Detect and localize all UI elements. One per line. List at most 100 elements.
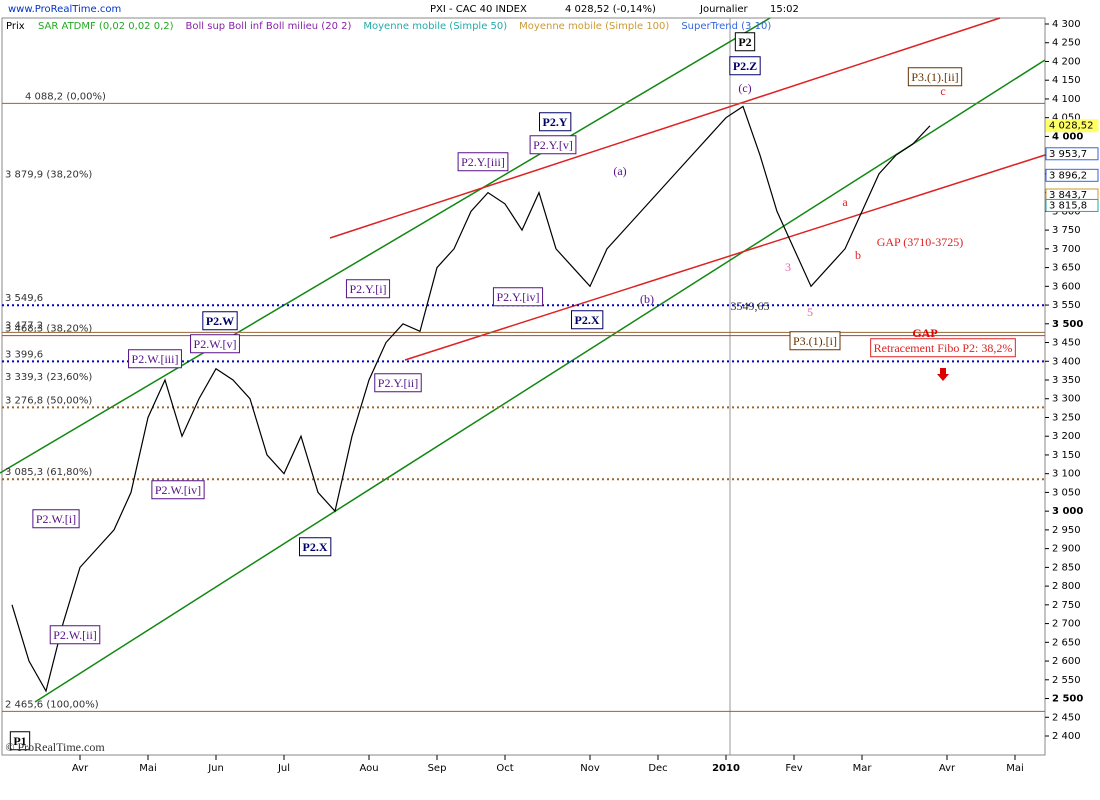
annotation: (b) bbox=[640, 292, 654, 306]
level-label: 2 465,6 (100,00%) bbox=[5, 699, 99, 710]
price-marker-label: 4 028,52 bbox=[1049, 121, 1094, 132]
annotation-box bbox=[202, 311, 238, 331]
annotation: c bbox=[940, 84, 945, 98]
trend-line bbox=[329, 17, 1001, 239]
annotation: © ProRealTime.com bbox=[5, 740, 105, 754]
y-tick-label: 2 750 bbox=[1052, 600, 1081, 611]
annotation-box bbox=[49, 625, 101, 645]
x-tick-label: Avr bbox=[939, 763, 956, 774]
annotation: P2.X bbox=[575, 313, 600, 327]
y-tick-label: 4 000 bbox=[1052, 131, 1083, 142]
site: www.ProRealTime.com bbox=[8, 4, 121, 15]
level-label: 3 085,3 (61,80%) bbox=[5, 467, 92, 478]
y-tick-label: 4 150 bbox=[1052, 75, 1081, 86]
price-marker bbox=[1045, 168, 1099, 182]
level-label: 4 088,2 (0,00%) bbox=[25, 91, 106, 102]
annotation: b bbox=[855, 248, 861, 262]
annotation: P2 bbox=[738, 35, 751, 49]
annotation: P1 bbox=[13, 734, 26, 748]
y-tick-label: 2 950 bbox=[1052, 525, 1081, 536]
annotation: P2.Y.[i] bbox=[349, 282, 386, 296]
price-marker-label: 3 815,8 bbox=[1049, 200, 1087, 211]
annotation: P3.(1).[ii] bbox=[911, 70, 958, 84]
x-tick-label: 2010 bbox=[712, 763, 740, 774]
y-tick-label: 3 050 bbox=[1052, 487, 1081, 498]
annotation: P2.W bbox=[206, 314, 234, 328]
annotation-box bbox=[870, 338, 1016, 358]
y-tick-label: 2 900 bbox=[1052, 544, 1081, 555]
x-tick-label: Mar bbox=[853, 763, 873, 774]
price-marker-label: 3 843,7 bbox=[1049, 190, 1087, 201]
annotation: P3.(1).[i] bbox=[793, 334, 837, 348]
x-tick-label: Jun bbox=[207, 763, 224, 774]
annotation: P2.X bbox=[303, 540, 328, 554]
legend-entry: Moyenne mobile (Simple 100) bbox=[519, 21, 669, 32]
price-marker bbox=[1045, 198, 1099, 212]
annotation: 5 bbox=[807, 305, 813, 319]
price-marker-label: 3 896,2 bbox=[1049, 170, 1087, 181]
price-line bbox=[11, 105, 931, 693]
trend-line bbox=[404, 154, 1046, 361]
y-tick-label: 3 000 bbox=[1052, 506, 1083, 517]
y-tick-label: 3 700 bbox=[1052, 244, 1081, 255]
legend-entry: SuperTrend (3 10) bbox=[681, 21, 771, 32]
annotation: P2.W.[v] bbox=[194, 337, 237, 351]
y-tick-label: 3 500 bbox=[1052, 319, 1083, 330]
annotation-box bbox=[9, 731, 31, 751]
y-tick-label: 2 450 bbox=[1052, 712, 1081, 723]
annotation: P2.Y.[iii] bbox=[461, 155, 505, 169]
y-tick-label: 4 050 bbox=[1052, 113, 1081, 124]
annotation: GAP bbox=[912, 326, 937, 340]
annotation-box bbox=[128, 349, 182, 369]
legend-entry: Prix bbox=[6, 21, 25, 32]
last-price: 4 028,52 (-0,14%) bbox=[565, 4, 656, 15]
annotation: a bbox=[842, 195, 848, 209]
annotation: (a) bbox=[613, 164, 626, 178]
y-tick-label: 3 150 bbox=[1052, 450, 1081, 461]
annotation-box bbox=[190, 334, 240, 354]
y-tick-label: 2 850 bbox=[1052, 562, 1081, 573]
annotation-box bbox=[529, 135, 577, 155]
x-tick-label: Sep bbox=[428, 763, 447, 774]
level-label: 3 477,2 bbox=[5, 320, 43, 331]
annotation: P2.Y bbox=[543, 115, 568, 129]
annotation: P2.W.[ii] bbox=[53, 628, 97, 642]
level-label: 3 276,8 (50,00%) bbox=[5, 395, 92, 406]
annotation: P2.W.[iii] bbox=[132, 352, 179, 366]
level-label: 3 549,6 bbox=[5, 293, 43, 304]
legend-entry: SAR ATDMF (0,02 0,02 0,2) bbox=[38, 21, 174, 32]
price-marker-label: 3 953,7 bbox=[1049, 149, 1087, 160]
time: 15:02 bbox=[770, 4, 799, 15]
legend-entry: Moyenne mobile (Simple 50) bbox=[363, 21, 507, 32]
annotation-box bbox=[539, 112, 572, 132]
x-tick-label: Jul bbox=[277, 763, 290, 774]
y-tick-label: 3 600 bbox=[1052, 281, 1081, 292]
trend-line bbox=[0, 17, 771, 474]
annotation: P2.Y.[iv] bbox=[496, 290, 539, 304]
x-tick-label: Fev bbox=[785, 763, 802, 774]
price-marker bbox=[1045, 147, 1099, 161]
annotation: Retracement Fibo P2: 38,2% bbox=[874, 341, 1013, 355]
y-tick-label: 3 200 bbox=[1052, 431, 1081, 442]
annotation: P2.Y.[v] bbox=[533, 138, 573, 152]
annotation-box bbox=[457, 152, 509, 172]
annotation-box bbox=[789, 331, 841, 351]
level-label: 3 879,9 (38,20%) bbox=[5, 169, 92, 180]
annotation: (c) bbox=[738, 81, 751, 95]
annotation: GAP (3710-3725) bbox=[877, 235, 964, 249]
x-tick-label: Dec bbox=[648, 763, 667, 774]
level-label: 3 339,3 (23,60%) bbox=[5, 372, 92, 383]
y-tick-label: 2 400 bbox=[1052, 731, 1081, 742]
annotation-box bbox=[299, 537, 332, 557]
x-tick-label: Aou bbox=[359, 763, 378, 774]
annotation-box bbox=[32, 509, 80, 529]
arrow bbox=[937, 368, 949, 381]
y-tick-label: 3 350 bbox=[1052, 375, 1081, 386]
y-tick-label: 3 100 bbox=[1052, 469, 1081, 480]
annotation-box bbox=[492, 287, 544, 307]
level-label: 3 399,6 bbox=[5, 349, 43, 360]
annotation-box bbox=[571, 310, 604, 330]
period: Journalier bbox=[699, 4, 749, 15]
